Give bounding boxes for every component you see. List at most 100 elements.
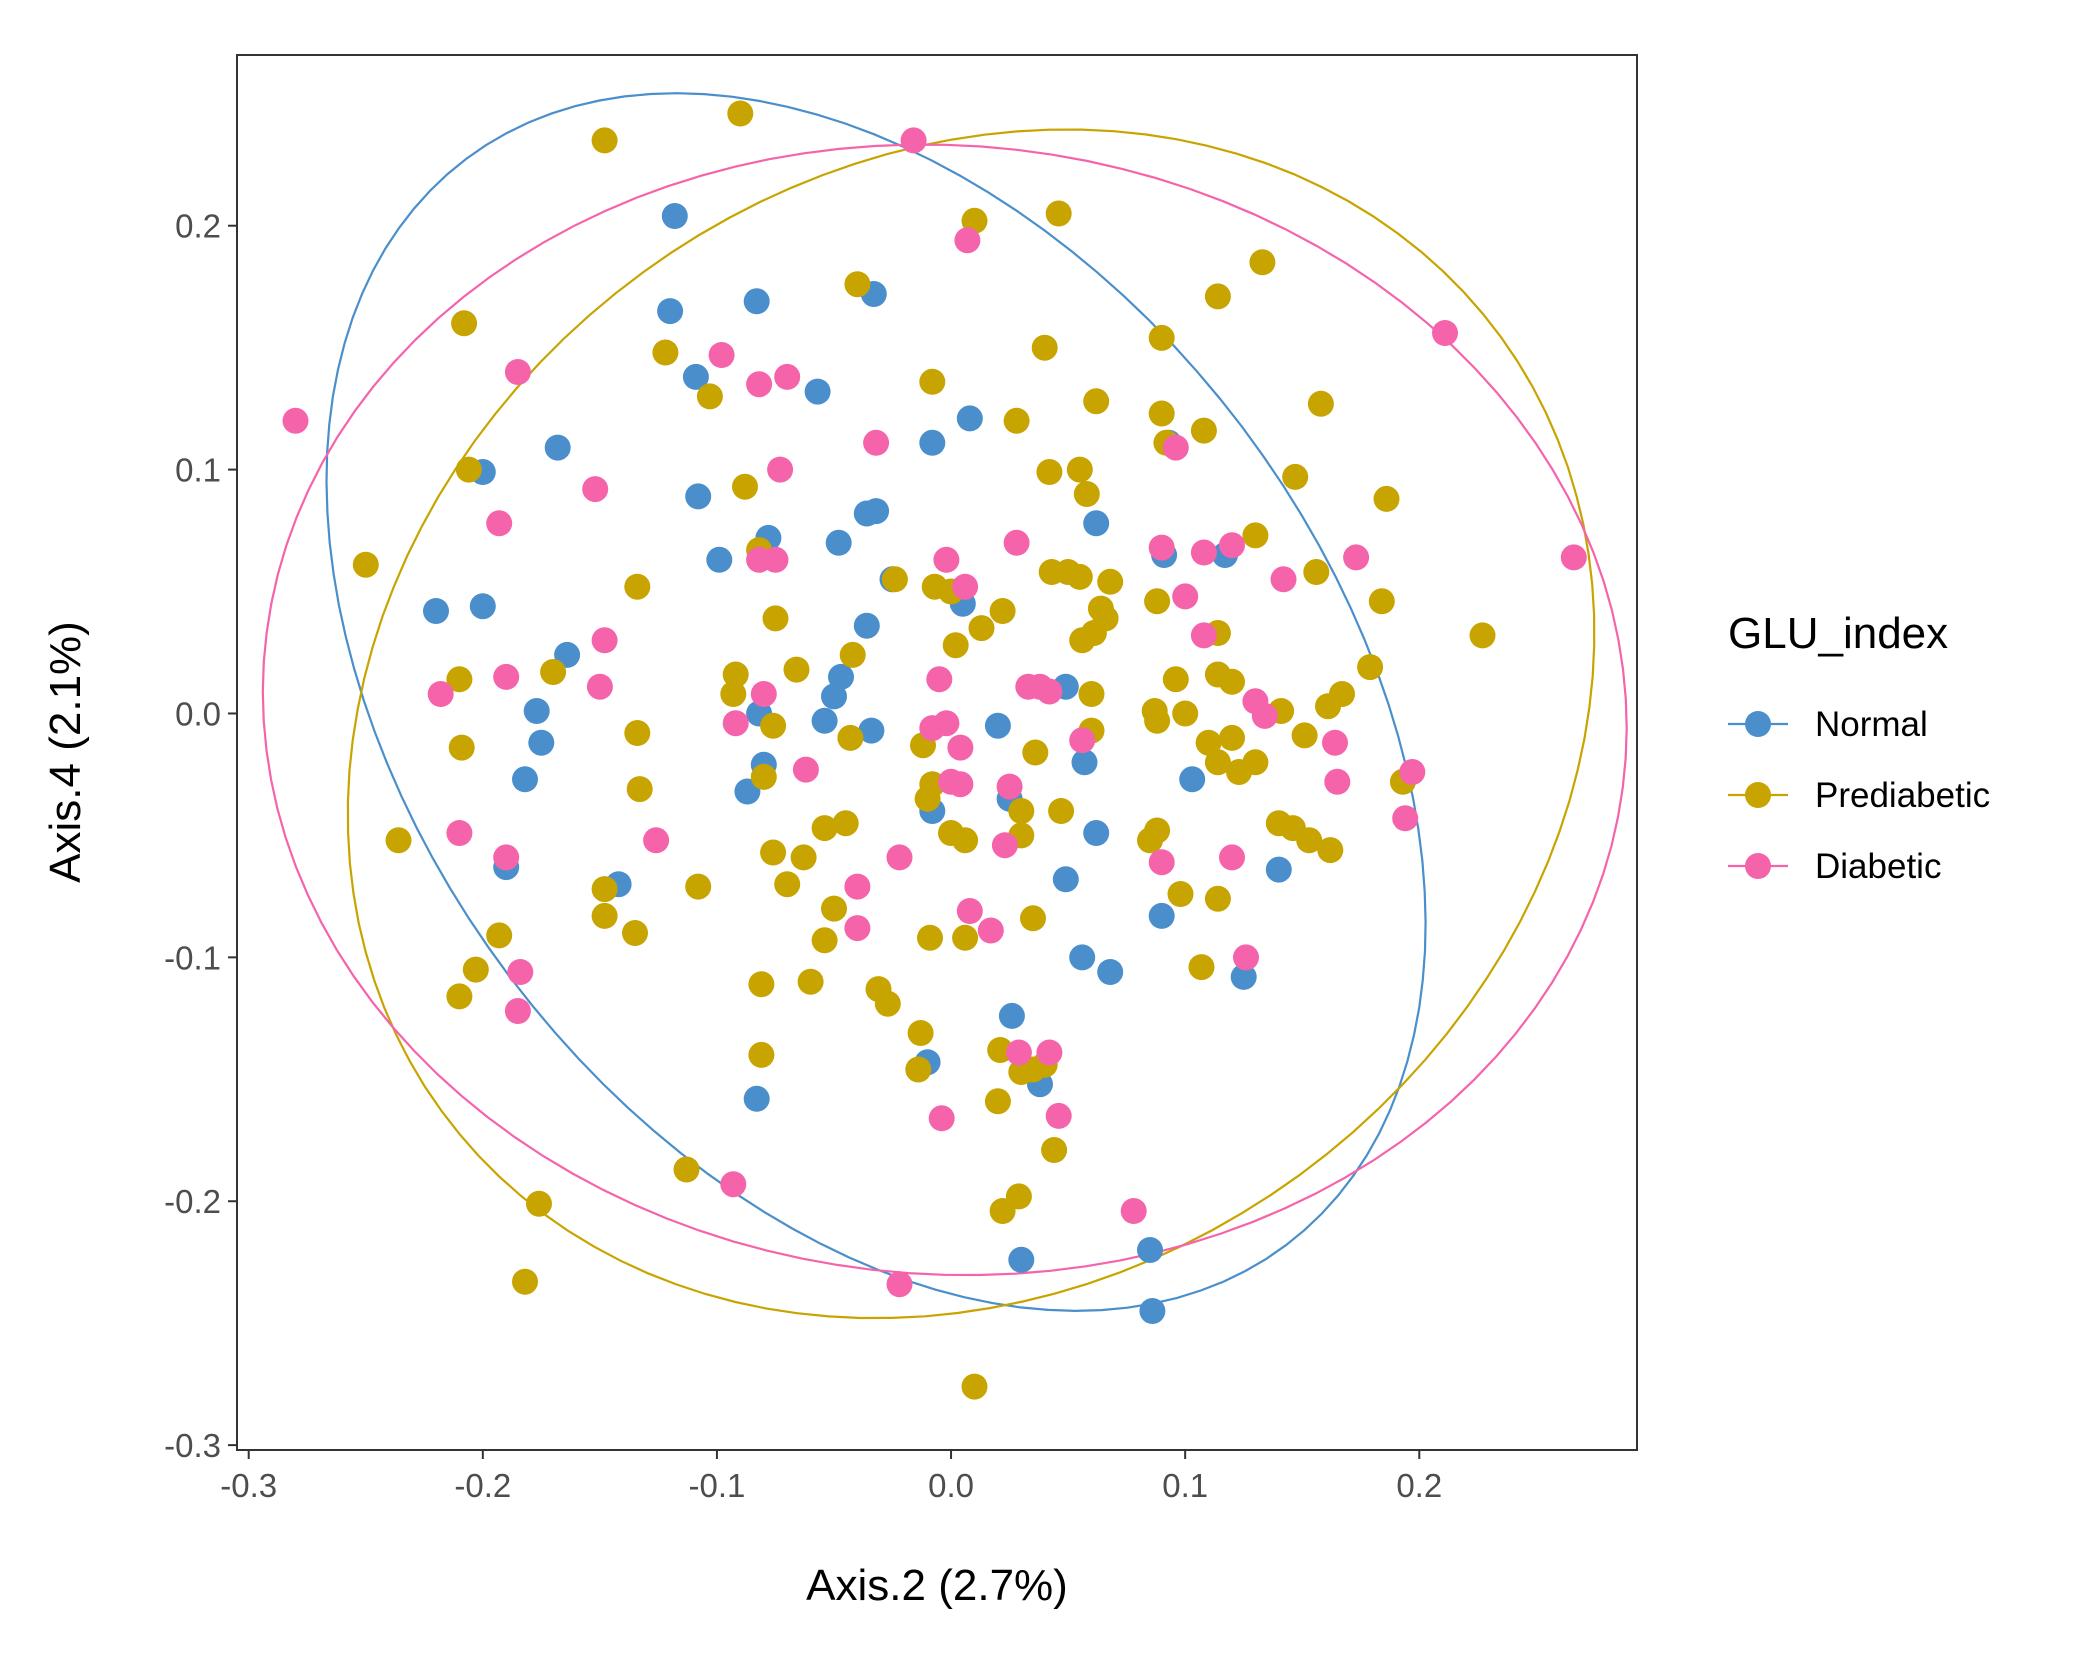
data-point-diabetic: [928, 1105, 955, 1132]
data-point-prediabetic: [748, 971, 775, 998]
data-point-prediabetic: [624, 720, 651, 746]
data-point-prediabetic: [1195, 729, 1222, 756]
data-point-diabetic: [1392, 805, 1419, 832]
data-point-normal: [1083, 510, 1110, 537]
data-point-diabetic: [956, 898, 983, 924]
data-point-prediabetic: [1188, 954, 1215, 981]
data-point-diabetic: [722, 710, 749, 737]
data-point-prediabetic: [732, 473, 758, 500]
data-point-prediabetic: [748, 1041, 775, 1068]
data-point-prediabetic: [917, 924, 943, 951]
x-axis: -0.3 -0.2 -0.1 0.0 0.1 0.2: [220, 1450, 1442, 1504]
data-point-normal: [853, 612, 880, 639]
legend-label-prediabetic: Prediabetic: [1815, 776, 1990, 815]
data-point-normal: [1052, 866, 1079, 893]
data-point-diabetic: [504, 998, 531, 1024]
data-point-normal: [544, 434, 571, 461]
data-point-prediabetic: [1167, 881, 1194, 907]
x-tick-label: -0.2: [454, 1467, 511, 1504]
data-point-diabetic: [844, 873, 871, 900]
data-point-prediabetic: [512, 1268, 538, 1295]
data-point-prediabetic: [984, 1088, 1011, 1115]
data-point-prediabetic: [907, 1020, 934, 1046]
data-point-prediabetic: [1204, 283, 1231, 310]
data-point-prediabetic: [1329, 681, 1355, 707]
data-point-normal: [821, 683, 847, 710]
data-point-prediabetic: [760, 839, 787, 866]
y-tick-label: -0.1: [164, 939, 221, 976]
data-point-diabetic: [1148, 849, 1175, 876]
data-point-prediabetic: [1148, 324, 1175, 351]
data-point-prediabetic: [942, 632, 969, 659]
x-tick-label: 0.2: [1396, 1467, 1442, 1504]
data-point-prediabetic: [1066, 456, 1093, 483]
data-point-prediabetic: [1144, 707, 1171, 734]
data-point-diabetic: [282, 407, 309, 434]
data-point-diabetic: [1120, 1198, 1147, 1224]
data-point-prediabetic: [914, 785, 941, 812]
data-point-normal: [1071, 749, 1098, 776]
data-point-diabetic: [1343, 544, 1370, 571]
data-point-prediabetic: [961, 207, 988, 234]
y-tick-label: -0.2: [164, 1183, 221, 1220]
plot-panel-border: [236, 54, 1638, 1451]
data-point-normal: [919, 429, 946, 456]
data-point-prediabetic: [1078, 681, 1105, 707]
data-point-prediabetic: [1282, 463, 1309, 490]
data-point-prediabetic: [821, 895, 847, 922]
data-point-diabetic: [900, 127, 927, 154]
data-point-diabetic: [493, 663, 520, 690]
data-point-normal: [512, 766, 538, 793]
data-point-diabetic: [591, 627, 618, 654]
x-tick-label: -0.3: [220, 1467, 277, 1504]
data-point-diabetic: [996, 773, 1023, 800]
data-point-prediabetic: [591, 127, 618, 154]
data-point-diabetic: [1003, 529, 1030, 556]
data-point-prediabetic: [811, 927, 838, 954]
data-point-diabetic: [493, 844, 520, 871]
data-point-diabetic: [863, 429, 890, 456]
data-point-diabetic: [952, 573, 979, 600]
data-point-diabetic: [1322, 729, 1348, 756]
data-point-prediabetic: [727, 100, 754, 127]
data-point-prediabetic: [1144, 817, 1171, 844]
data-point-diabetic: [926, 666, 953, 693]
confidence-ellipse-diabetic: [261, 143, 1628, 1277]
data-point-prediabetic: [881, 566, 908, 593]
data-point-normal: [863, 498, 890, 525]
data-point-prediabetic: [1036, 459, 1063, 485]
data-point-normal: [657, 298, 684, 325]
data-point-prediabetic: [1303, 559, 1330, 585]
data-point-prediabetic: [462, 956, 489, 983]
data-point-diabetic: [746, 371, 773, 398]
legend-label-diabetic: Diabetic: [1815, 847, 1941, 886]
data-point-diabetic: [1251, 702, 1278, 729]
data-point-prediabetic: [839, 641, 866, 668]
data-point-prediabetic: [626, 776, 653, 803]
data-point-prediabetic: [1204, 749, 1231, 776]
data-point-diabetic: [486, 510, 513, 537]
data-point-prediabetic: [673, 1156, 700, 1183]
data-point-prediabetic: [1041, 1137, 1068, 1163]
data-point-diabetic: [1399, 759, 1426, 785]
data-point-diabetic: [427, 681, 454, 707]
data-point-diabetic: [586, 673, 613, 700]
data-point-normal: [523, 698, 550, 724]
points-layer: [282, 100, 1587, 1400]
y-tick-label: -0.3: [164, 1427, 221, 1464]
data-point-diabetic: [1324, 768, 1351, 795]
data-point-diabetic: [1432, 320, 1458, 346]
data-point-prediabetic: [1003, 407, 1030, 434]
data-point-prediabetic: [1242, 522, 1269, 549]
data-point-diabetic: [767, 456, 794, 483]
data-point-diabetic: [1162, 434, 1189, 461]
legend-items: Normal Prediabetic Diabetic: [1728, 705, 1990, 886]
data-point-normal: [706, 546, 733, 573]
confidence-ellipse-prediabetic: [346, 128, 1596, 1320]
legend: GLU_index Normal Prediabetic Diabetic: [1728, 609, 1990, 886]
data-point-prediabetic: [1373, 485, 1400, 512]
data-point-diabetic: [720, 1171, 747, 1198]
data-point-prediabetic: [720, 681, 747, 707]
y-tick-label: 0.1: [175, 452, 221, 489]
data-point-prediabetic: [837, 724, 864, 751]
